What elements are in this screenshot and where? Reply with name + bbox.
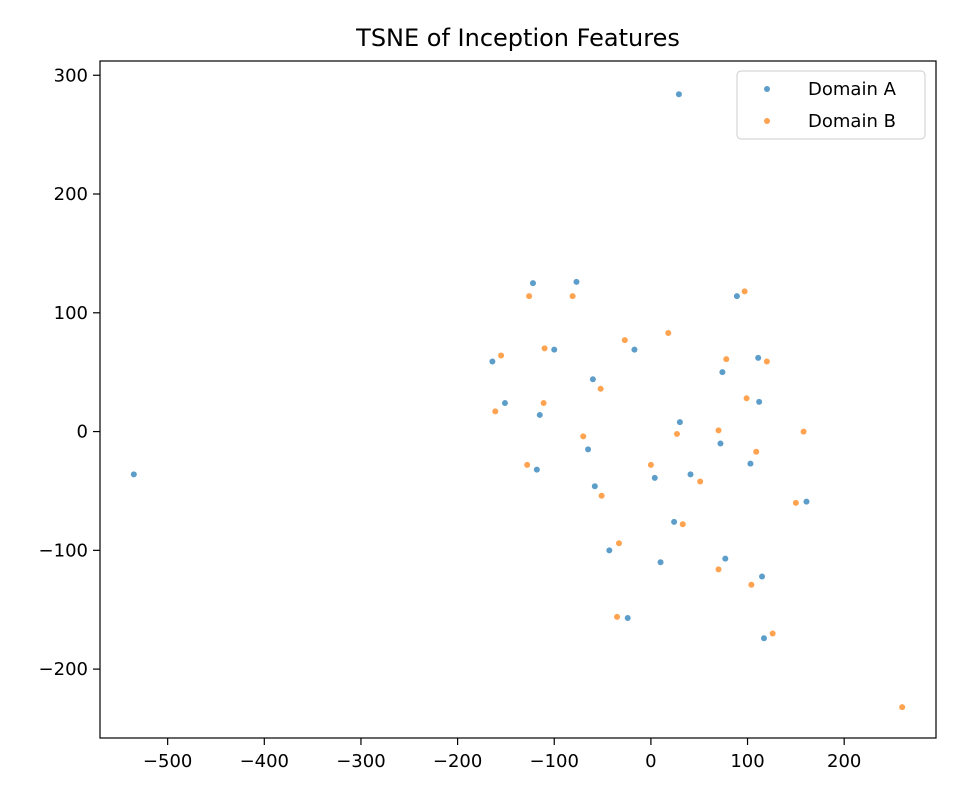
data-point: [803, 498, 810, 505]
x-tick-label: 200: [827, 751, 861, 772]
data-point: [526, 293, 533, 300]
data-point: [130, 471, 137, 478]
data-point: [631, 346, 638, 353]
data-point: [673, 430, 680, 437]
legend-box: [736, 70, 926, 140]
series-1: [130, 91, 810, 642]
y-tick-label: −100: [39, 540, 88, 561]
data-point: [524, 461, 531, 468]
data-point: [733, 293, 740, 300]
data-point: [723, 356, 730, 363]
data-point: [536, 411, 543, 418]
data-point: [800, 428, 807, 435]
y-tick-label: 0: [77, 422, 88, 443]
data-point: [569, 293, 576, 300]
data-point: [498, 352, 505, 359]
data-point: [541, 345, 548, 352]
x-tick-label: −100: [530, 751, 579, 772]
y-tick-label: −200: [39, 659, 88, 680]
y-tick-label: 200: [54, 184, 88, 205]
data-point: [533, 466, 540, 473]
data-point: [676, 419, 683, 426]
data-point: [899, 704, 906, 711]
y-tick-label: 300: [54, 65, 88, 86]
data-point: [501, 400, 508, 407]
legend: Domain A Domain B: [736, 70, 926, 140]
data-point: [697, 478, 704, 485]
data-point: [747, 460, 754, 467]
data-point: [687, 471, 694, 478]
data-point: [529, 280, 536, 287]
x-tick-label: 100: [730, 751, 764, 772]
data-point: [717, 440, 724, 447]
y-tick-label: 100: [54, 303, 88, 324]
data-point: [760, 635, 767, 642]
axis-ticks: −500 −400 −300 −200 −100 0 100 200 −200 −100 0 100 2…: [39, 65, 862, 772]
data-point: [759, 573, 766, 580]
data-point: [719, 369, 726, 376]
data-point: [614, 613, 621, 620]
data-point: [585, 446, 592, 453]
legend-label: Domain B: [808, 111, 896, 132]
data-point: [741, 288, 748, 295]
data-point: [769, 630, 776, 637]
data-point: [657, 559, 664, 566]
data-point: [616, 540, 622, 547]
data-point: [763, 358, 770, 365]
data-point: [580, 433, 587, 440]
data-point: [492, 408, 499, 415]
x-tick-label: −300: [336, 751, 385, 772]
x-tick-label: 0: [645, 751, 656, 772]
points-layer: [130, 91, 906, 711]
x-tick-label: −500: [143, 751, 192, 772]
plot-frame: [99, 60, 937, 739]
chart-title: TSNE of Inception Features: [355, 24, 680, 52]
data-point: [573, 278, 580, 285]
x-tick-label: −400: [240, 751, 289, 772]
data-point: [753, 448, 760, 455]
data-point: [591, 483, 598, 490]
data-point: [540, 400, 547, 407]
legend-marker: [764, 118, 770, 124]
data-point: [755, 354, 762, 361]
data-point: [651, 474, 658, 481]
legend-marker: [764, 86, 770, 92]
data-point: [589, 376, 596, 383]
data-point: [621, 337, 628, 344]
data-point: [606, 547, 613, 554]
data-point: [675, 91, 682, 98]
data-point: [743, 395, 750, 402]
legend-label: Domain A: [808, 79, 897, 100]
data-point: [671, 518, 678, 525]
data-point: [756, 398, 763, 405]
data-point: [679, 521, 686, 528]
series-2: [492, 288, 906, 711]
data-point: [748, 581, 755, 588]
data-point: [624, 615, 631, 622]
data-point: [551, 346, 558, 353]
data-point: [715, 427, 722, 434]
data-point: [598, 492, 605, 499]
x-tick-label: −200: [433, 751, 482, 772]
data-point: [792, 499, 799, 506]
data-point: [715, 566, 722, 573]
data-point: [597, 385, 604, 392]
data-point: [665, 329, 672, 336]
data-point: [489, 358, 496, 365]
data-point: [722, 555, 729, 562]
data-point: [647, 461, 654, 468]
